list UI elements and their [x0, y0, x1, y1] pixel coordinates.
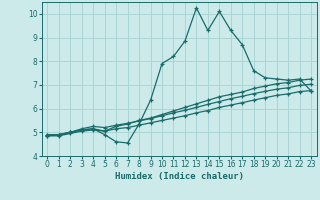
X-axis label: Humidex (Indice chaleur): Humidex (Indice chaleur): [115, 172, 244, 181]
